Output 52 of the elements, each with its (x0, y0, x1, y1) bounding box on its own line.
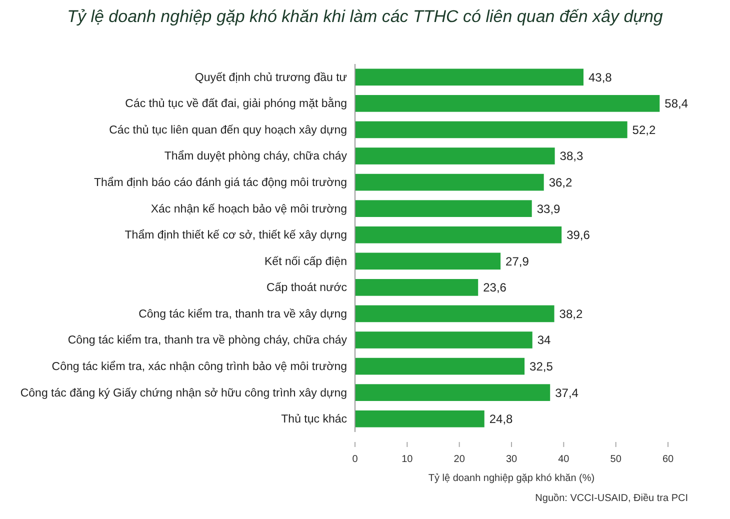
y-tick-label: Thẩm định báo cáo đánh giá tác động môi trường (94, 176, 347, 189)
y-tick-label: Công tác kiểm tra, xác nhận công trình bảo vệ môi trường (52, 360, 347, 373)
chart-title: Tỷ lệ doanh nghiệp gặp khó khăn khi làm các TTHC có liên quan đến xây dựng (67, 7, 664, 26)
x-tick-label: 30 (506, 454, 518, 466)
bar (355, 121, 628, 138)
x-tick-label: 50 (610, 454, 622, 466)
y-tick-label: Cấp thoát nước (266, 282, 348, 294)
bar (355, 148, 555, 164)
bar (355, 279, 478, 296)
y-tick-label: Thẩm duyệt phòng cháy, chữa cháy (164, 150, 348, 163)
bar (355, 332, 532, 348)
data-label: 24,8 (489, 412, 514, 426)
bar (355, 200, 532, 217)
x-tick-label: 10 (402, 454, 414, 466)
y-tick-label: Công tác kiểm tra, thanh tra về xây dựng (138, 307, 347, 320)
data-label: 37,4 (555, 386, 579, 400)
y-tick-label: Xác nhận kế hoạch bảo vệ môi trường (150, 203, 347, 216)
data-label: 39,6 (566, 228, 590, 242)
data-label: 27,9 (506, 254, 530, 268)
data-label: 32,5 (530, 359, 554, 374)
x-tick-label: 40 (558, 454, 570, 466)
data-label: 23,6 (483, 280, 507, 295)
data-label: 52,2 (632, 122, 656, 137)
x-tick-label: 60 (662, 454, 674, 466)
y-tick-label: Thẩm định thiết kế cơ sở, thiết kế xây dựng (124, 228, 347, 242)
data-label: 38,2 (559, 306, 583, 321)
y-tick-label: Công tác đăng ký Giấy chứng nhận sở hữu công trình xây dựng (20, 387, 347, 400)
data-label: 43,8 (588, 70, 612, 84)
x-axis-title: Tỷ lệ doanh nghiệp gặp khó khăn (%) (428, 473, 595, 484)
y-tick-label: Công tác kiểm tra, thanh tra về phòng cháy, chữa cháy (68, 334, 348, 347)
x-tick-label: 0 (352, 454, 358, 466)
x-tick-label: 20 (454, 454, 466, 466)
y-tick-label: Các thủ tục về đất đai, giải phóng mặt bằng (125, 97, 347, 110)
bar (355, 174, 544, 191)
data-label: 36,2 (548, 175, 573, 190)
text: Nguồn: VCCI-USAID, Điều tra PCI (535, 493, 688, 504)
bar (355, 95, 660, 112)
data-label: 34 (537, 333, 552, 348)
y-tick-label: Kết nối cấp điện (264, 256, 347, 268)
y-tick-label: Các thủ tục liên quan đến quy hoạch xây dựng (109, 124, 347, 136)
bar (355, 384, 550, 401)
y-tick-label: Thủ tục khác (281, 414, 348, 426)
bar (355, 305, 554, 322)
bar (355, 358, 525, 375)
bar (355, 226, 562, 244)
data-label: 33,9 (536, 202, 561, 216)
bar (355, 410, 484, 428)
data-label: 38,3 (560, 149, 584, 164)
data-label: 58,4 (664, 96, 688, 111)
bar (355, 252, 501, 270)
y-tick-label: Quyết định chủ trương đầu tư (194, 72, 348, 84)
bar (355, 68, 584, 86)
